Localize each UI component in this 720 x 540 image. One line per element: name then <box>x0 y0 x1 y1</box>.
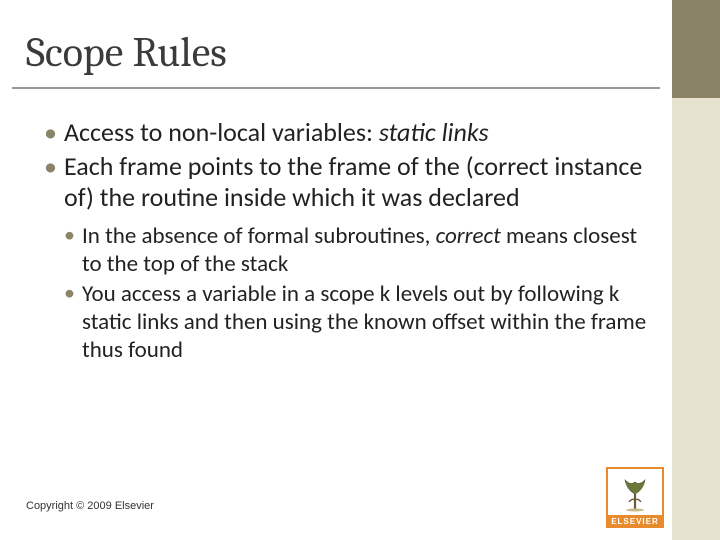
side-decoration-top <box>672 0 720 98</box>
bullet-list-lvl2: In the absence of formal subroutines, co… <box>64 222 650 364</box>
bullet-text: Access to non-local variables: <box>64 116 379 148</box>
logo-text: ELSEVIER <box>606 515 664 528</box>
bullet-text: You access a variable in a scope k level… <box>82 280 646 364</box>
bullet-text: Each frame points to the frame of the (c… <box>64 150 642 214</box>
bullet-text-italic: correct <box>436 222 501 250</box>
list-item: You access a variable in a scope k level… <box>64 280 650 364</box>
bullet-list-lvl1: Access to non-local variables: static li… <box>44 117 650 364</box>
list-item: In the absence of formal subroutines, co… <box>64 222 650 278</box>
logo-frame <box>606 467 664 515</box>
list-item: Access to non-local variables: static li… <box>44 117 650 149</box>
page-title: Scope Rules <box>0 0 720 83</box>
copyright-text: Copyright © 2009 Elsevier <box>26 500 154 512</box>
slide: Scope Rules Access to non-local variable… <box>0 0 720 540</box>
bullet-text: In the absence of formal subroutines, <box>82 222 436 250</box>
tree-icon <box>615 472 655 512</box>
bullet-text-italic: static links <box>379 116 489 148</box>
side-decoration-bottom <box>672 98 720 540</box>
side-decoration <box>672 0 720 540</box>
list-item: Each frame points to the frame of the (c… <box>44 151 650 365</box>
elsevier-logo: ELSEVIER <box>606 467 664 528</box>
content-area: Access to non-local variables: static li… <box>0 89 720 364</box>
